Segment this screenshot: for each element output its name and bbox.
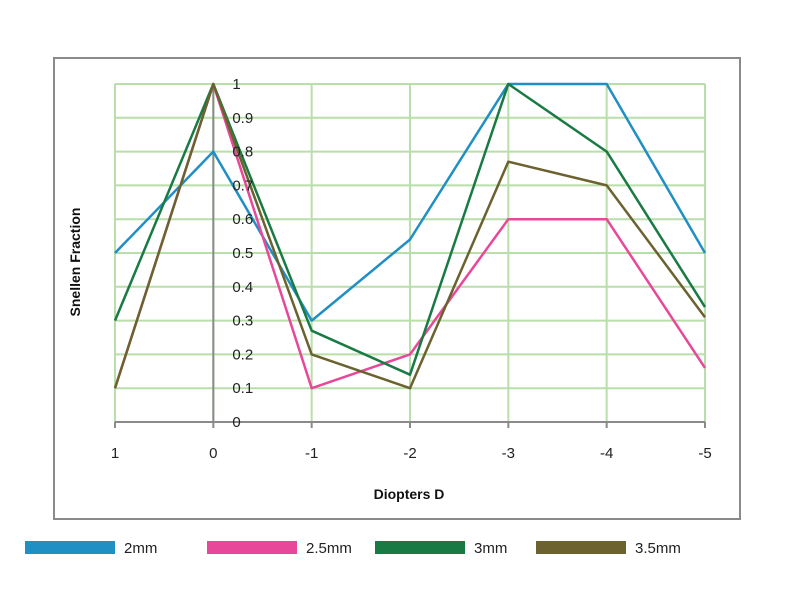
- y-tick-label: 0.2: [232, 346, 253, 363]
- legend-item: 2.5mm: [207, 540, 352, 557]
- y-axis-title: Snellen Fraction: [67, 208, 83, 317]
- x-tick-label: 1: [111, 445, 119, 462]
- legend-item: 3.5mm: [536, 540, 681, 557]
- x-tick-label: -1: [305, 445, 318, 462]
- y-tick-label: 0.8: [232, 144, 253, 161]
- legend-swatch: [536, 541, 626, 554]
- y-tick-label: 0.5: [232, 245, 253, 262]
- y-tick-label: 0.4: [232, 279, 253, 296]
- axes: [114, 84, 706, 428]
- legend-label: 3mm: [474, 540, 507, 557]
- y-tick-label: 0.3: [232, 313, 253, 330]
- legend-label: 3.5mm: [635, 540, 681, 557]
- y-tick-labels: 0 0.1 0.2 0.3 0.4 0.5 0.6 0.7 0.8 0.9 1: [232, 76, 253, 431]
- x-tick-label: -4: [600, 445, 613, 462]
- x-tick-label: -3: [502, 445, 515, 462]
- chart-frame: [53, 57, 741, 520]
- y-tick-label: 0.6: [232, 211, 253, 228]
- x-axis-title: Diopters D: [374, 486, 445, 502]
- legend-label: 2mm: [124, 540, 157, 557]
- legend-label: 2.5mm: [306, 540, 352, 557]
- legend-item: 2mm: [25, 540, 157, 557]
- legend-swatch: [375, 541, 465, 554]
- x-tick-labels: 1 0 -1 -2 -3 -4 -5: [111, 445, 712, 462]
- x-tick-label: -5: [698, 445, 711, 462]
- series-line-3-5mm: [113, 82, 707, 390]
- legend-item: 3mm: [375, 540, 507, 557]
- y-tick-label: 0.9: [232, 110, 253, 127]
- x-tick-label: -2: [403, 445, 416, 462]
- y-tick-label: 0.1: [232, 380, 253, 397]
- x-tick-label: 0: [209, 445, 217, 462]
- series-lines: [113, 82, 707, 390]
- y-tick-label: 1: [232, 76, 240, 93]
- y-tick-label: 0: [232, 414, 240, 431]
- legend-swatch: [25, 541, 115, 554]
- y-tick-label: 0.7: [232, 177, 253, 194]
- legend: 2mm 2.5mm 3mm 3.5mm: [25, 540, 681, 557]
- series-line-2mm: [114, 82, 707, 322]
- legend-swatch: [207, 541, 297, 554]
